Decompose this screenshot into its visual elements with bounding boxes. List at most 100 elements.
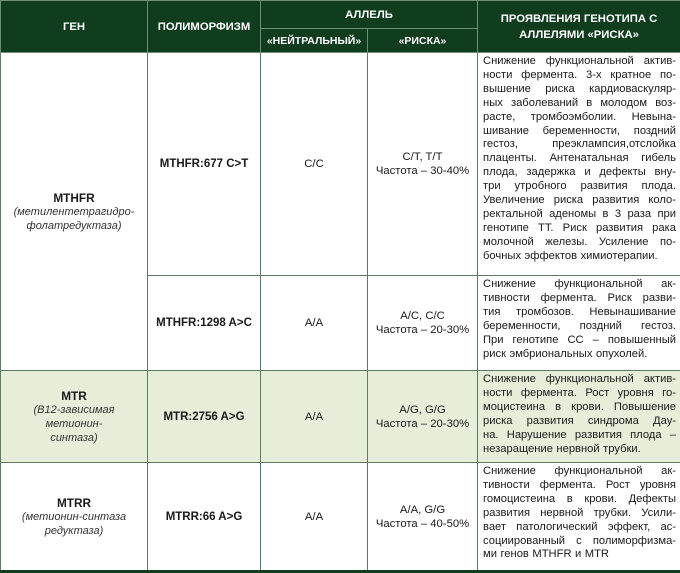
risk-genotypes: A/A, G/G <box>368 503 477 517</box>
word: развития <box>483 507 530 521</box>
word: разви- <box>643 292 676 306</box>
word: ности <box>483 387 512 401</box>
table-row: MTHFR (метилентетрагидро-фолатредуктаза)… <box>1 53 680 276</box>
risk-genotypes: A/G, G/G <box>368 403 477 417</box>
word: молодом <box>600 97 647 111</box>
gene-full-name: (B12-зависимая метионин-синтаза) <box>1 403 147 445</box>
word: развития <box>527 415 574 429</box>
word: риска <box>545 83 574 97</box>
word: ректальной <box>483 208 543 222</box>
word: беременности, <box>483 320 561 334</box>
word: крови. <box>584 493 617 507</box>
word: При <box>483 334 504 348</box>
word: вну- <box>655 166 676 180</box>
gene-cell: MTHFR (метилентетрагидро-фолатредуктаза) <box>1 53 148 371</box>
word: Дау- <box>653 415 676 429</box>
word: ак- <box>661 278 676 292</box>
word: ас- <box>660 521 676 535</box>
gene-cell: MTR (B12-зависимая метионин-синтаза) <box>1 371 148 463</box>
word: при <box>657 208 676 222</box>
word: по- <box>660 69 676 83</box>
gene-cell: MTRR (метионин-синтаза редуктаза) <box>1 463 148 572</box>
word: MTHFR <box>532 548 571 562</box>
description-line: расте,тромбоэмболии.Невына- <box>483 111 676 125</box>
word: вает <box>483 521 506 535</box>
word: Рост <box>606 479 630 493</box>
word: Рост <box>585 387 609 401</box>
word: заболеваний <box>511 97 578 111</box>
word: уровня <box>640 479 676 493</box>
word: утробного <box>515 180 567 194</box>
word: Риск <box>563 222 587 236</box>
word: дефекты <box>599 166 645 180</box>
word: фермента. <box>541 292 597 306</box>
word: эмбриональных <box>509 348 592 362</box>
word: опухолей. <box>596 348 647 362</box>
word: эффект, <box>608 521 650 535</box>
word: с <box>576 535 582 549</box>
word: генов <box>500 548 528 562</box>
word: рака <box>652 222 676 236</box>
word: тивности <box>483 292 530 306</box>
word: тивности <box>483 479 530 493</box>
word: Невына- <box>632 111 676 125</box>
word: – <box>593 334 599 348</box>
word: Антенатальная <box>549 152 628 166</box>
word: тромбозов. <box>516 306 574 320</box>
word: молочной <box>483 236 534 250</box>
word: функциональной <box>555 278 643 292</box>
risk-genotypes: A/C, C/C <box>368 309 477 323</box>
word: гомоцистеина <box>483 493 555 507</box>
word: синдрома <box>588 415 639 429</box>
word: в <box>567 493 573 507</box>
word: СС <box>567 334 583 348</box>
polymorphism: MTHFR:677 C>T <box>148 53 261 276</box>
word: повышенный <box>608 334 676 348</box>
word: генотипе <box>513 334 559 348</box>
word: гестоз. <box>641 320 676 334</box>
word: 3 <box>615 208 621 222</box>
word: в <box>555 401 561 415</box>
neutral-allele: A/A <box>261 371 368 463</box>
word: аденомы <box>549 208 596 222</box>
neutral-allele: C/C <box>261 53 368 276</box>
header-gene: ГЕН <box>1 1 148 53</box>
word: ности <box>483 69 512 83</box>
word: социированный <box>483 535 565 549</box>
word: три <box>483 180 501 194</box>
gene-full-name: (метилентетрагидро-фолатредуктаза) <box>1 205 147 233</box>
word: раза <box>627 208 651 222</box>
word: трубки. <box>594 507 632 521</box>
word: химиотерапии. <box>581 250 658 264</box>
risk-frequency: Частота – 20-30% <box>368 417 477 431</box>
word: уровня <box>618 387 654 401</box>
header-risk: «РИСКА» <box>368 29 478 53</box>
word: ак- <box>661 465 676 479</box>
word: развития <box>580 180 627 194</box>
word: риск <box>483 348 506 362</box>
risk-frequency: Частота – 20-30% <box>368 323 477 337</box>
word: Снижение <box>483 465 536 479</box>
